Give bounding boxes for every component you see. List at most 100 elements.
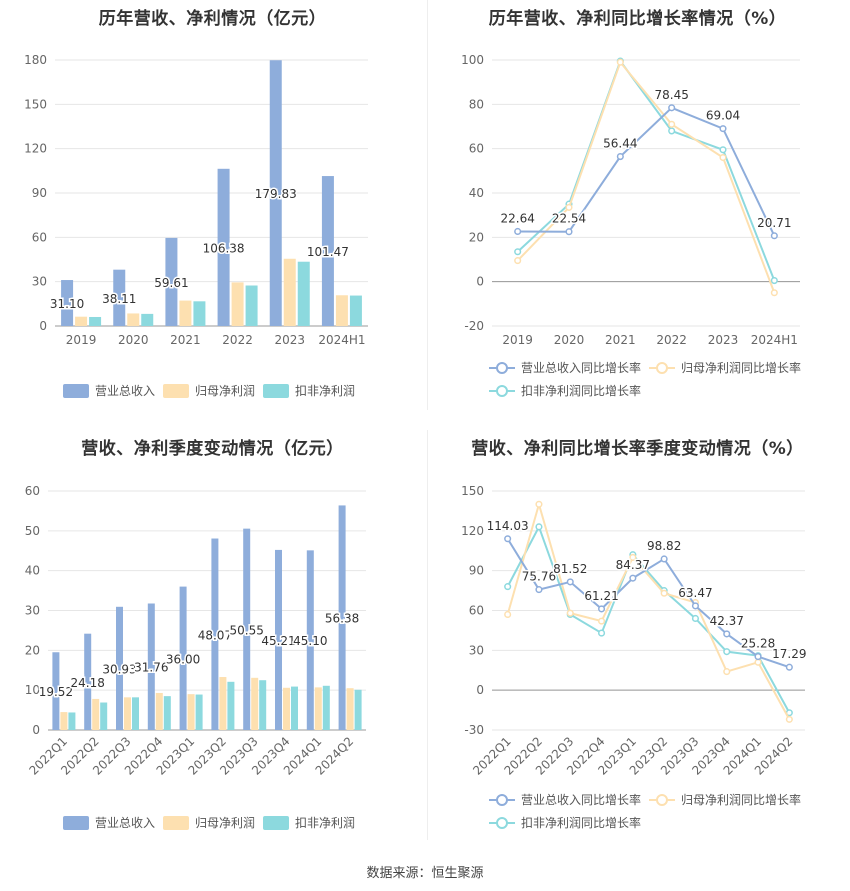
quarter-bar-bar bbox=[132, 697, 139, 730]
annual-line-legend-marker bbox=[496, 362, 508, 374]
quarter-line-ytick-label: 150 bbox=[461, 484, 484, 498]
quarter-line-data-label: 75.76 bbox=[522, 570, 556, 584]
quarter-line-legend-label: 营业总收入同比增长率 bbox=[521, 792, 641, 807]
quarter-bar-ytick-label: 10 bbox=[25, 683, 40, 697]
quarter-bar-bar bbox=[291, 686, 298, 730]
quarter-bar-bar bbox=[195, 694, 203, 730]
quarter-line-data-label: 61.21 bbox=[584, 589, 618, 603]
quarter-line-point bbox=[598, 605, 606, 613]
annual-line-ytick-label: 100 bbox=[461, 53, 484, 67]
quarter-bar-bar bbox=[259, 680, 267, 730]
annual-line-xtick-label: 2024H1 bbox=[751, 333, 798, 347]
quarter-line-data-label: 84.37 bbox=[616, 558, 650, 572]
annual-line-legend-label: 归母净利润同比增长率 bbox=[681, 360, 801, 375]
annual-bar-title: 历年营收、净利情况（亿元） bbox=[98, 9, 327, 29]
quarter-bar-data-label: 30.93 bbox=[102, 662, 136, 676]
quarter-line-point bbox=[723, 648, 731, 656]
annual-bar-ytick-label: 150 bbox=[24, 97, 47, 111]
annual-bar-bar bbox=[179, 300, 192, 326]
annual-bar-xtick-label: 2024H1 bbox=[318, 333, 365, 347]
quarter-bar-bar bbox=[92, 698, 100, 730]
quarter-line-point bbox=[504, 610, 512, 619]
annual-bar-ytick-label: 90 bbox=[32, 186, 47, 200]
annual-bar-ytick-label: 0 bbox=[39, 319, 47, 333]
annual-line-point bbox=[770, 232, 778, 240]
annual-line-point bbox=[565, 203, 573, 211]
quarter-bar-bar bbox=[147, 603, 155, 730]
annual-bar-bar bbox=[297, 261, 310, 326]
quarter-line-point bbox=[660, 555, 668, 563]
quarter-line-ytick-label: 60 bbox=[469, 604, 484, 618]
annual-line-point bbox=[668, 120, 676, 128]
annual-bar-legend-label: 营业总收入 bbox=[95, 384, 155, 398]
quarter-bar-bar bbox=[227, 681, 235, 730]
quarter-line-point bbox=[535, 523, 543, 531]
annual-line-point bbox=[565, 228, 573, 236]
annual-line-point bbox=[616, 58, 624, 66]
quarter-line-series-line bbox=[506, 538, 790, 669]
quarter-bar-data-label: 45.21 bbox=[261, 634, 295, 648]
quarter-line-point bbox=[660, 589, 668, 597]
quarter-bar-bar bbox=[211, 538, 219, 730]
quarter-line-point bbox=[535, 586, 543, 594]
quarter-bar-bar bbox=[314, 687, 322, 730]
panel-divider-bottom bbox=[427, 430, 428, 840]
annual-line-point bbox=[514, 248, 522, 256]
annual-bar-xtick-label: 2022 bbox=[222, 333, 253, 347]
quarter-bar-bar bbox=[155, 692, 163, 730]
annual-line-legend-label: 营业总收入同比增长率 bbox=[521, 360, 641, 375]
annual-bar-bar bbox=[113, 269, 126, 326]
quarter-bar-data-label: 19.52 bbox=[39, 685, 73, 699]
annual-bar-bar bbox=[321, 176, 334, 326]
annual-line-point bbox=[770, 277, 778, 285]
quarter-line-legend-marker bbox=[496, 817, 508, 829]
annual-bar-bar bbox=[231, 282, 244, 326]
quarter-bar-bar bbox=[346, 688, 354, 730]
quarter-line-data-label: 81.52 bbox=[553, 562, 587, 576]
annual-bar-legend-swatch bbox=[263, 384, 289, 398]
quarter-line-point bbox=[754, 653, 762, 661]
annual-bar-bar bbox=[141, 313, 154, 326]
annual-bar-ytick-label: 60 bbox=[32, 230, 47, 244]
quarter-bar-bar bbox=[68, 712, 76, 730]
annual-line-series-line bbox=[517, 106, 776, 237]
annual-bar-bar bbox=[127, 313, 140, 326]
quarter-line-point bbox=[723, 668, 731, 676]
quarter-bar-ytick-label: 40 bbox=[25, 564, 40, 578]
quarter-bar-ytick-label: 60 bbox=[25, 484, 40, 498]
annual-line-point bbox=[514, 257, 522, 265]
quarter-line-point bbox=[504, 583, 512, 591]
annual-bar-bar bbox=[89, 316, 102, 326]
quarter-line-ytick-label: 120 bbox=[461, 524, 484, 538]
quarter-line-series-line bbox=[506, 524, 791, 714]
quarter-line-ytick-label: 30 bbox=[469, 643, 484, 657]
annual-bar-legend-label: 扣非净利润 bbox=[295, 384, 355, 398]
annual-bar-panel: 历年营收、净利情况（亿元） 0 30 60 90 120 150 180 31.10 38.11… bbox=[0, 0, 425, 415]
annual-line-data-label: 22.64 bbox=[500, 211, 534, 225]
quarter-line-point bbox=[691, 614, 700, 623]
annual-bar-bar bbox=[245, 285, 258, 326]
quarter-bar-bar bbox=[100, 702, 108, 730]
quarter-line-legend-label: 归母净利润同比增长率 bbox=[681, 792, 801, 807]
annual-line-data-label: 56.44 bbox=[603, 137, 637, 151]
quarter-line-data-label: 114.03 bbox=[487, 519, 529, 533]
annual-line-xtick-label: 2019 bbox=[502, 333, 533, 347]
annual-bar-xtick-label: 2023 bbox=[274, 333, 305, 347]
quarter-bar-bar bbox=[306, 550, 314, 730]
quarter-bar-title: 营收、净利季度变动情况（亿元） bbox=[81, 439, 344, 459]
annual-bar-data-label: 38.11 bbox=[102, 292, 136, 306]
panel-divider-top bbox=[427, 0, 428, 410]
quarter-bar-data-label: 45.10 bbox=[293, 634, 327, 648]
annual-line-data-label: 69.04 bbox=[706, 109, 740, 123]
annual-line-ytick-label: 40 bbox=[469, 186, 484, 200]
quarter-line-data-label: 42.37 bbox=[710, 614, 744, 628]
annual-line-point bbox=[616, 153, 624, 161]
annual-line-ytick-label: 80 bbox=[469, 97, 484, 111]
annual-line-point bbox=[668, 127, 676, 135]
quarter-line-point bbox=[691, 602, 700, 610]
quarter-bar-bar bbox=[283, 687, 290, 730]
annual-bar-bar bbox=[335, 295, 348, 326]
quarter-line-point bbox=[598, 629, 606, 637]
